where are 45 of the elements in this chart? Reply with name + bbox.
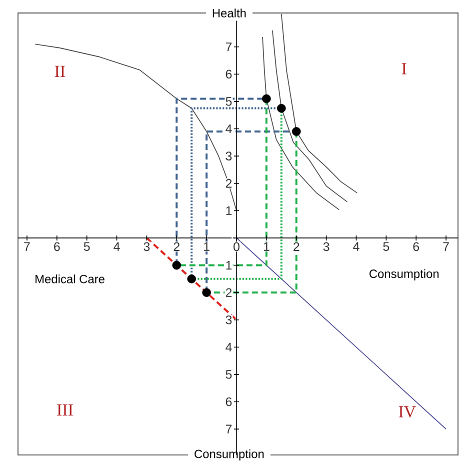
y-tick-label: 5 (226, 97, 232, 106)
point (292, 127, 301, 136)
y-tick-label: 1 (226, 261, 232, 270)
x-tick-label: 6 (54, 242, 60, 252)
x-tick-label: 0 (234, 242, 240, 252)
x-tick-label: 4 (114, 242, 120, 251)
line-series (272, 30, 348, 202)
x-axis-title: Consumption (370, 269, 439, 280)
x-tick-label: 3 (323, 242, 330, 252)
x-tick-label: 5 (383, 242, 390, 251)
y-tick-label: 4 (226, 342, 232, 352)
x-tick-label: 4 (353, 242, 360, 251)
x-tick-label: 7 (24, 242, 30, 251)
y-tick-label: 3 (226, 316, 232, 324)
y-tick-label: 7 (226, 424, 232, 434)
y-tick-label: 2 (226, 288, 232, 297)
y-tick-label: 7 (226, 42, 232, 52)
y-tick-label: 4 (226, 124, 232, 134)
y-axis-title: Health (212, 8, 246, 18)
y-tick-label: 6 (226, 397, 232, 406)
annotation: IV (398, 406, 416, 418)
point (187, 274, 196, 284)
point (172, 260, 182, 270)
annotation: II (54, 66, 65, 78)
x-tick-label: 1 (204, 242, 210, 251)
point (277, 104, 286, 113)
y-tick-label: 3 (226, 152, 232, 161)
y-tick-label: 2 (226, 179, 232, 188)
annotation: I (402, 63, 406, 74)
annotation: Consumption (194, 449, 264, 461)
point (262, 94, 271, 104)
annotation: Medical Care (36, 274, 104, 284)
x-tick-label: 2 (294, 242, 300, 252)
line-series (262, 36, 340, 210)
x-tick-label: 5 (84, 242, 90, 251)
annotation: III (57, 404, 73, 416)
y-tick-label: 1 (226, 206, 232, 215)
y-tick-label: 6 (226, 70, 232, 79)
y-tick-label: 5 (226, 370, 232, 379)
x-tick-label: 3 (144, 242, 150, 252)
x-tick-label: 2 (174, 242, 180, 252)
point (202, 288, 211, 298)
x-tick-label: 1 (264, 242, 270, 251)
x-tick-label: 7 (443, 242, 449, 251)
x-tick-label: 6 (413, 242, 420, 252)
